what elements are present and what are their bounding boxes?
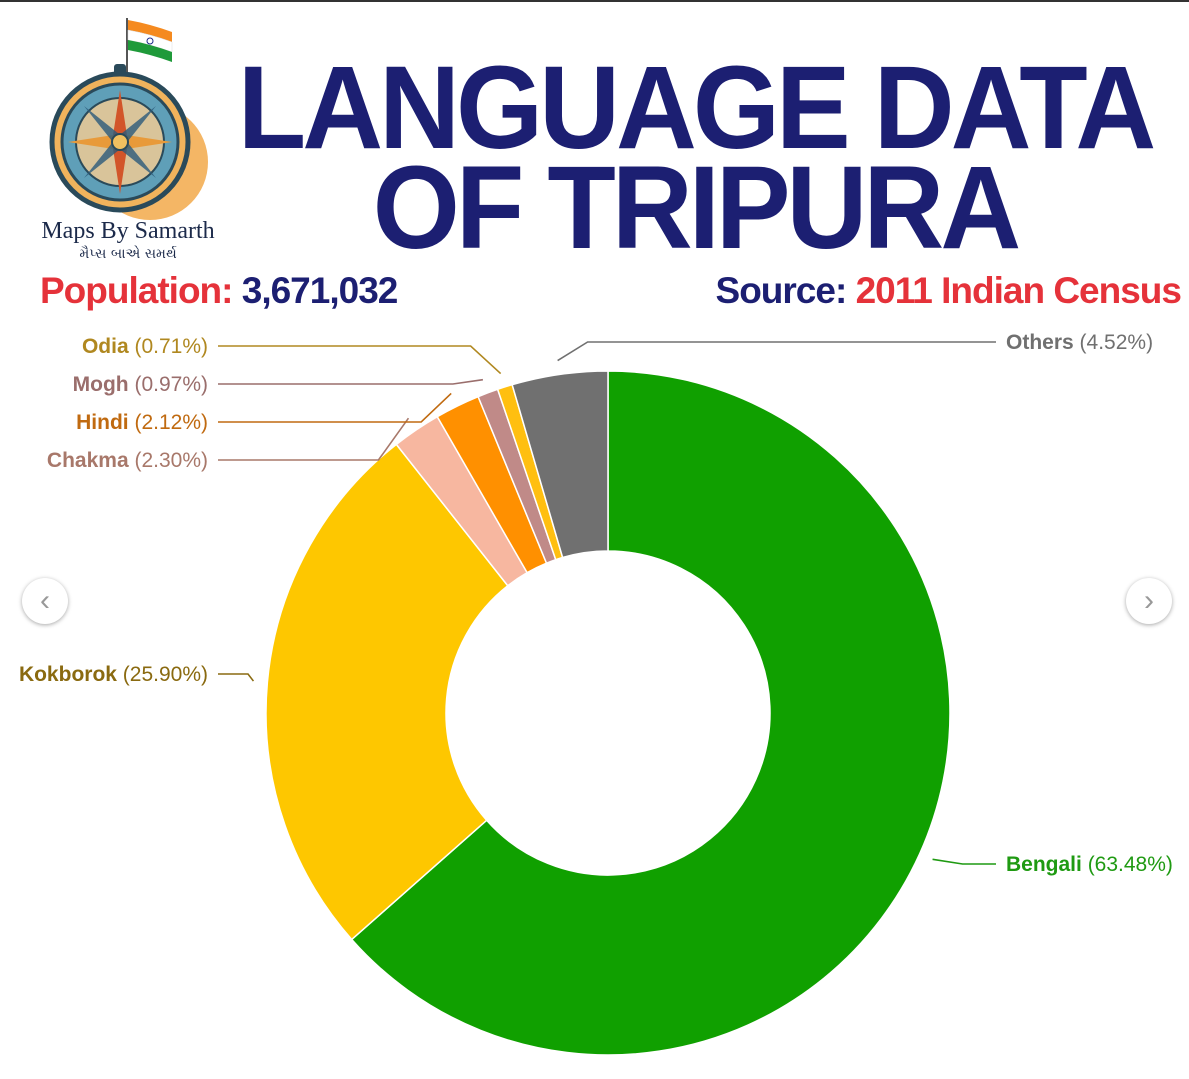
leader-line-chakma — [218, 417, 410, 461]
leader-line-odia — [218, 345, 502, 375]
label-value-mogh: (0.97%) — [134, 373, 208, 396]
label-value-hindi: (2.12%) — [134, 411, 208, 434]
maps-by-samarth-logo — [49, 18, 208, 220]
carousel-prev-button[interactable]: ‹ — [22, 578, 68, 624]
india-flag-icon — [126, 18, 173, 78]
label-name-odia: Odia — [82, 335, 135, 358]
page-title-line-2: OF TRIPURA — [372, 141, 1021, 274]
label-name-bengali: Bengali — [1006, 853, 1088, 876]
label-value-others: (4.52%) — [1080, 331, 1154, 354]
label-name-chakma: Chakma — [47, 449, 135, 472]
brand-name-local: મૈપ્સ બાએ સમર્થ — [79, 246, 177, 262]
label-chakma: Chakma (2.30%) — [47, 449, 208, 472]
leader-line-kokborok — [218, 673, 255, 682]
label-mogh: Mogh (0.97%) — [73, 373, 208, 396]
label-value-chakma: (2.30%) — [134, 449, 208, 472]
slice-bengali — [350, 370, 951, 1056]
population-label: Population: — [40, 270, 233, 311]
leader-line-bengali — [932, 858, 996, 865]
page-title-line-1: LANGUAGE DATA — [237, 41, 1156, 174]
label-name-mogh: Mogh — [73, 373, 135, 396]
source-label: Source: — [715, 270, 848, 311]
leader-line-mogh — [218, 378, 484, 385]
label-name-hindi: Hindi — [76, 411, 134, 434]
label-name-kokborok: Kokborok — [19, 663, 123, 686]
slice-others — [511, 370, 609, 559]
label-bengali: Bengali (63.48%) — [1006, 853, 1173, 876]
source-info: Source: 2011 Indian Census — [715, 270, 1182, 312]
population-value: 3,671,032 — [241, 270, 399, 311]
top-border — [0, 0, 1189, 2]
label-hindi: Hindi (2.12%) — [76, 411, 208, 434]
label-name-others: Others — [1006, 331, 1080, 354]
compass-icon — [49, 64, 191, 213]
label-others: Others (4.52%) — [1006, 331, 1153, 354]
leader-line-others — [557, 341, 996, 362]
label-odia: Odia (0.71%) — [82, 335, 208, 358]
chevron-right-icon: › — [1144, 584, 1154, 617]
chevron-left-icon: ‹ — [40, 584, 50, 617]
carousel-next-button[interactable]: › — [1126, 578, 1172, 624]
label-value-odia: (0.71%) — [134, 335, 208, 358]
label-value-bengali: (63.48%) — [1088, 853, 1173, 876]
source-value: 2011 Indian Census — [855, 270, 1182, 311]
label-kokborok: Kokborok (25.90%) — [19, 663, 208, 686]
leader-line-hindi — [218, 392, 452, 423]
brand-name: Maps By Samarth — [41, 218, 215, 244]
population-info: Population: 3,671,032 — [40, 270, 399, 312]
label-value-kokborok: (25.90%) — [123, 663, 208, 686]
slice-kokborok — [265, 443, 509, 941]
